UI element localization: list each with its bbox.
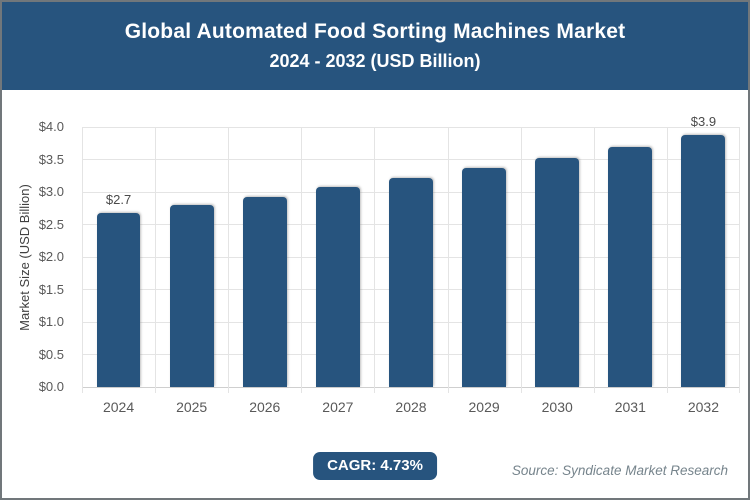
v-gridline	[666, 127, 668, 393]
y-tick-label: $4.0	[38, 119, 64, 134]
bar-cell-2031	[594, 127, 667, 387]
y-axis-ticks: $0.0 $0.5 $1.0 $1.5 $2.0 $2.5 $3.0 $3.5 $4.0	[2, 119, 72, 394]
bar-2028	[389, 177, 433, 387]
bar-value-label: $3.9	[690, 114, 717, 130]
x-tick-label-2029: 2029	[468, 399, 500, 415]
v-gridline	[739, 127, 740, 393]
x-tick-label-2027: 2027	[322, 399, 354, 415]
bar-2027	[315, 187, 360, 387]
bar-cell-2030	[521, 127, 594, 387]
y-tick-label: $1.5	[38, 281, 64, 297]
bar-cell-2026	[228, 127, 301, 387]
chart-header: Global Automated Food Sorting Machines M…	[2, 2, 748, 90]
chart-title-line1: Global Automated Food Sorting Machines M…	[124, 20, 626, 43]
x-axis-labels: 2024 2025 2026 2027 2028 2029 2030 2031 2032	[82, 397, 740, 417]
v-gridline	[593, 127, 595, 393]
x-tick-label-2024: 2024	[102, 399, 135, 415]
v-gridline	[228, 127, 230, 393]
v-gridline	[447, 127, 449, 393]
v-gridline	[520, 127, 522, 393]
v-gridline	[155, 127, 157, 393]
bars-row: $2.7 $3.9	[82, 114, 740, 387]
bar-2029	[462, 167, 507, 387]
y-tick-label: $0.0	[38, 379, 64, 394]
bar-2024	[96, 213, 141, 387]
y-tick-label: $2.5	[38, 216, 64, 232]
bar-2031	[608, 147, 653, 387]
x-tick-label-2025: 2025	[176, 399, 208, 415]
bar-2030	[535, 157, 580, 387]
v-gridline	[82, 127, 83, 393]
h-gridline	[82, 386, 740, 388]
x-tick-label-2030: 2030	[541, 399, 573, 415]
bar-cell-2029	[448, 127, 521, 387]
y-tick-label: $1.0	[38, 314, 64, 329]
y-tick-label: $3.0	[38, 184, 64, 199]
bar-2025	[169, 205, 214, 387]
y-tick-label: $2.0	[38, 249, 64, 264]
plot-area: $2.7 $3.9	[82, 114, 740, 393]
bar-cell-2032: $3.9	[667, 114, 740, 387]
cagr-badge: CAGR: 4.73%	[313, 452, 437, 480]
bar-cell-2025	[155, 127, 228, 387]
bar-value-label: $2.7	[105, 192, 132, 208]
h-gridline	[82, 126, 740, 128]
x-tick-label-2031: 2031	[614, 399, 646, 415]
v-gridline	[374, 127, 376, 393]
y-tick-label: $0.5	[38, 346, 64, 362]
bar-cell-2027	[301, 127, 374, 387]
bar-cell-2024: $2.7	[82, 127, 155, 387]
x-tick-label-2032: 2032	[687, 399, 719, 415]
chart-title-line2: 2024 - 2032 (USD Billion)	[269, 51, 481, 71]
source-text: Source: Syndicate Market Research	[511, 463, 728, 478]
x-tick-label-2026: 2026	[249, 399, 281, 415]
h-gridline	[82, 159, 740, 160]
bar-2032	[681, 135, 726, 387]
bar-2026	[242, 196, 287, 387]
bar-cell-2028	[374, 127, 447, 387]
y-tick-label: $3.5	[38, 151, 64, 167]
v-gridline	[301, 127, 303, 393]
x-tick-label-2028: 2028	[395, 399, 427, 415]
